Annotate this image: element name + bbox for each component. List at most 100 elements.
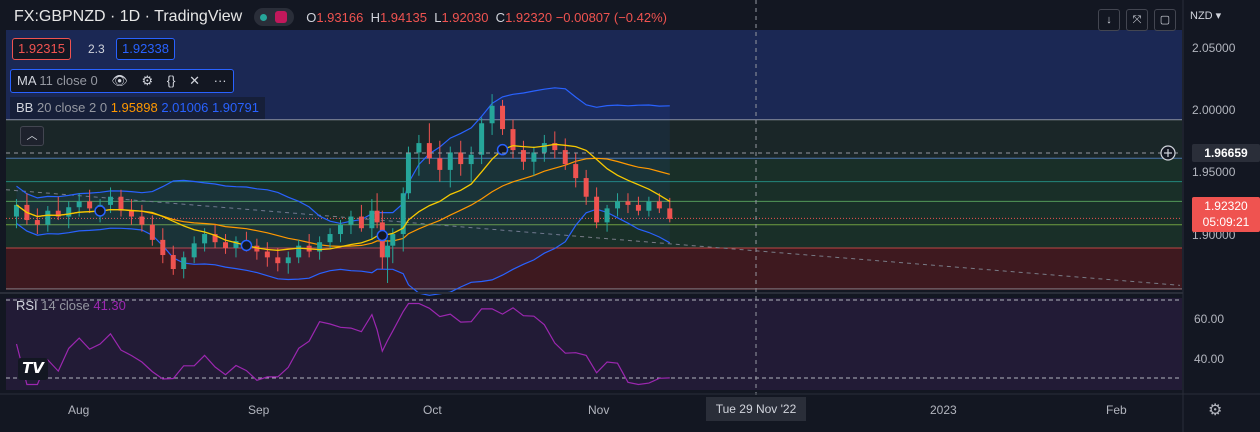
candle-body: [202, 234, 208, 244]
market-status-toggle[interactable]: [254, 8, 295, 26]
rsi-pane: [6, 298, 1182, 390]
candle-body: [479, 123, 485, 155]
more-icon[interactable]: ···: [213, 73, 227, 88]
ma-params: 11 close 0: [39, 73, 98, 88]
candle-body: [489, 105, 495, 124]
bb-legend[interactable]: BB 20 close 2 0 1.95898 2.01006 1.90791: [10, 97, 265, 119]
signal-marker: [94, 205, 106, 217]
buy-button[interactable]: 1.92338: [116, 38, 175, 60]
download-icon[interactable]: ↓: [1098, 9, 1120, 31]
last-price-label: 1.92320 05:09:21: [1192, 197, 1260, 232]
candle-body: [625, 201, 631, 205]
candle-body: [426, 143, 432, 159]
candle-body: [615, 201, 621, 209]
rsi-label: RSI: [16, 298, 38, 313]
time-tick: Nov: [588, 403, 610, 417]
candle-body: [212, 234, 218, 243]
eye-icon[interactable]: 👁: [111, 73, 128, 88]
symbol-title[interactable]: FX:GBPNZD · 1D · TradingView: [14, 8, 243, 25]
market-open-icon: [260, 13, 268, 21]
bb-upper-value: 2.01006: [161, 100, 209, 115]
candle-body: [562, 150, 568, 165]
rsi-line: [15, 302, 670, 386]
candle-body: [583, 178, 589, 197]
candle-body: [520, 150, 526, 162]
candle-body: [55, 210, 61, 217]
source-code-icon[interactable]: {}: [166, 73, 176, 88]
price-tick: 2.00000: [1192, 103, 1236, 117]
candle-body: [458, 152, 464, 165]
collapse-icon[interactable]: ⤧: [1126, 9, 1148, 31]
ma-legend[interactable]: MA 11 close 0 👁 ⚙ {} ✕ ···: [10, 69, 234, 93]
demand-zone: [6, 248, 1182, 290]
candle-body: [118, 196, 124, 211]
price-tick: 2.05000: [1192, 41, 1236, 55]
bb-lower-line: [16, 208, 671, 296]
spread-value: 2.3: [88, 42, 105, 56]
ma-line: [16, 143, 671, 251]
candle-body: [108, 196, 114, 205]
bb-lower-value: 1.90791: [211, 100, 259, 115]
candle-body: [447, 152, 453, 170]
candle-body: [531, 152, 537, 162]
candle-body: [76, 201, 82, 208]
crosshair: [6, 0, 1182, 395]
candle-body: [275, 257, 281, 264]
crosshair-price-label: 1.96659: [1192, 144, 1260, 162]
time-tick: Oct: [423, 403, 442, 417]
collapse-legend-button[interactable]: ︿: [20, 126, 44, 146]
sell-button[interactable]: 1.92315: [12, 38, 71, 60]
candle-body: [390, 234, 396, 246]
close-icon[interactable]: ✕: [189, 73, 200, 88]
time-tick: Aug: [68, 403, 90, 417]
candle-body: [416, 143, 422, 153]
bb-label: BB: [16, 100, 34, 115]
tradingview-logo[interactable]: 𝙏𝙑: [18, 358, 48, 380]
bb-fill: [16, 87, 670, 296]
time-tick: Feb: [1106, 403, 1127, 417]
candle-body: [45, 210, 51, 225]
candle-body: [573, 164, 579, 179]
rsi-tick: 40.00: [1194, 352, 1225, 366]
candle-body: [541, 143, 547, 153]
neutral-zone: [6, 119, 1182, 159]
bb-params: 20 close 2 0: [36, 100, 108, 115]
candle-body: [139, 216, 145, 225]
rsi-value: 41.30: [93, 298, 126, 313]
close-value: 1.92320: [505, 9, 553, 25]
candle-body: [13, 204, 19, 217]
candle-body: [181, 257, 187, 270]
candle-body: [369, 210, 375, 229]
candle-body: [285, 257, 291, 264]
candle-body: [552, 143, 558, 151]
time-tick: Sep: [248, 403, 270, 417]
candle-body: [191, 243, 197, 258]
candle-body: [385, 245, 391, 258]
market-flag-icon: [275, 11, 288, 23]
candle-body: [405, 152, 411, 194]
rsi-legend[interactable]: RSI 14 close 41.30: [10, 295, 132, 317]
candle-body: [437, 158, 443, 170]
change-value: −0.00807 (−0.42%): [555, 9, 667, 25]
chart-header: FX:GBPNZD · 1D · TradingView O1.93166 H1…: [14, 8, 667, 26]
low-value: 1.92030: [441, 9, 489, 25]
candle-body: [510, 129, 516, 151]
bb-basis-value: 1.95898: [110, 100, 158, 115]
candle-body: [317, 242, 323, 252]
settings-icon[interactable]: ⚙: [141, 73, 154, 88]
candle-body: [358, 216, 364, 229]
support-zone: [6, 158, 1182, 249]
currency-selector[interactable]: NZD ▾: [1190, 10, 1222, 22]
candle-body: [468, 154, 474, 165]
chart-settings-icon[interactable]: ⚙: [1208, 402, 1223, 419]
candle-body: [34, 220, 40, 225]
ohlc-readout: O1.93166 H1.94135 L1.92030 C1.92320 −0.0…: [306, 9, 667, 25]
candle-body: [374, 210, 380, 223]
candle-body: [170, 255, 176, 270]
bar-countdown: 05:09:21: [1202, 215, 1250, 229]
fullscreen-icon[interactable]: ▢: [1154, 9, 1176, 31]
candles: [13, 94, 673, 284]
candle-body: [254, 245, 260, 252]
